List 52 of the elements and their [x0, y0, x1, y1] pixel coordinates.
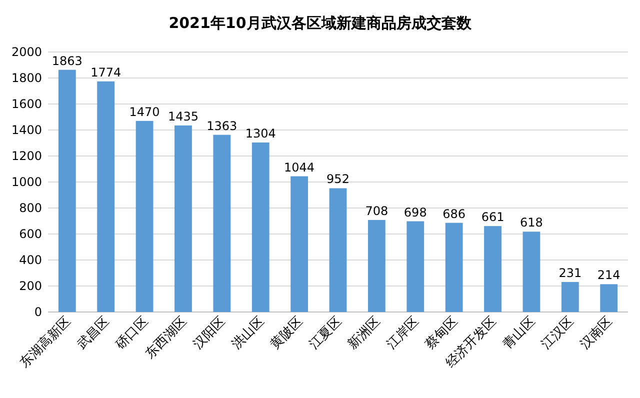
bar: [484, 226, 502, 312]
y-tick-label: 1400: [11, 123, 42, 138]
bar: [97, 81, 115, 312]
bar: [368, 220, 386, 312]
y-tick-label: 400: [19, 253, 42, 268]
bar: [252, 142, 270, 312]
data-label: 708: [365, 204, 388, 218]
data-label: 214: [597, 268, 620, 282]
data-label: 1774: [90, 65, 122, 80]
data-label: 686: [442, 206, 466, 221]
x-tick-label: 汉阳区: [190, 314, 229, 352]
y-tick-label: 200: [19, 279, 42, 294]
bar: [600, 284, 618, 312]
x-tick-label: 青山区: [500, 314, 538, 352]
bar: [522, 232, 540, 312]
bar: [329, 188, 347, 312]
y-tick-label: 1000: [11, 175, 42, 190]
x-tick-label: 江夏区: [306, 314, 345, 352]
y-tick-label: 0: [34, 305, 42, 320]
data-label: 1863: [52, 54, 82, 68]
x-tick-label: 新洲区: [345, 314, 384, 352]
bar: [445, 222, 463, 312]
data-label: 698: [404, 205, 427, 220]
x-tick-label: 武昌区: [74, 314, 113, 352]
data-label: 1470: [129, 104, 160, 119]
x-tick-label: 江岸区: [384, 314, 422, 352]
data-label: 661: [481, 210, 504, 224]
data-label: 618: [520, 216, 543, 230]
y-tick-label: 1600: [11, 97, 42, 112]
y-tick-label: 2000: [11, 45, 42, 60]
x-tick-label: 黄陂区: [268, 314, 306, 352]
x-tick-label: 江汉区: [538, 314, 577, 352]
bar: [406, 221, 424, 312]
data-label: 1435: [168, 109, 199, 124]
data-label: 1304: [245, 126, 276, 140]
bar: [136, 120, 154, 312]
bar: [561, 282, 579, 312]
y-tick-label: 1200: [11, 149, 42, 164]
bar: [174, 125, 192, 312]
x-tick-label: 洪山区: [229, 314, 268, 352]
bar: [290, 176, 308, 312]
data-label: 1044: [284, 160, 315, 174]
y-tick-label: 1800: [11, 71, 42, 86]
data-label: 952: [326, 172, 350, 186]
bar: [213, 134, 231, 312]
data-label: 1363: [206, 118, 238, 133]
bar: [58, 70, 76, 312]
x-tick-label: 汉南区: [577, 314, 616, 352]
y-tick-label: 600: [19, 227, 42, 242]
y-tick-label: 800: [19, 201, 42, 216]
data-label: 231: [558, 266, 582, 280]
chart-title: 2021年10月武汉各区域新建商品房成交套数: [168, 14, 472, 32]
